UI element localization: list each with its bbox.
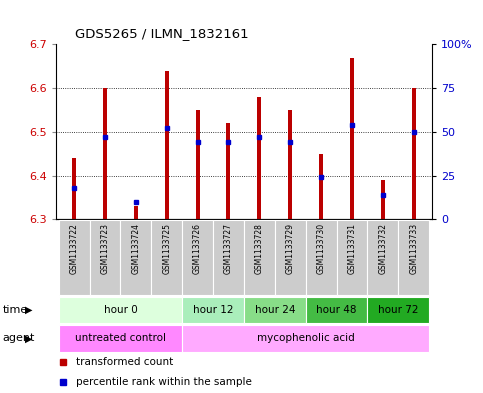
Bar bbox=[398, 220, 429, 295]
Text: GSM1133731: GSM1133731 bbox=[347, 223, 356, 274]
Text: hour 24: hour 24 bbox=[255, 305, 295, 315]
Bar bbox=[412, 88, 416, 219]
Bar bbox=[182, 325, 429, 352]
Bar bbox=[151, 220, 182, 295]
Bar bbox=[182, 297, 244, 323]
Bar bbox=[337, 220, 368, 295]
Bar bbox=[350, 57, 354, 219]
Bar bbox=[288, 110, 292, 219]
Text: GSM1133730: GSM1133730 bbox=[317, 223, 326, 274]
Text: GSM1133723: GSM1133723 bbox=[100, 223, 110, 274]
Bar bbox=[103, 88, 107, 219]
Bar bbox=[182, 220, 213, 295]
Bar bbox=[58, 297, 182, 323]
Text: GSM1133726: GSM1133726 bbox=[193, 223, 202, 274]
Text: GSM1133729: GSM1133729 bbox=[286, 223, 295, 274]
Bar bbox=[275, 220, 306, 295]
Bar bbox=[319, 154, 323, 219]
Text: percentile rank within the sample: percentile rank within the sample bbox=[76, 376, 252, 387]
Text: hour 12: hour 12 bbox=[193, 305, 233, 315]
Bar bbox=[165, 71, 169, 219]
Text: GSM1133728: GSM1133728 bbox=[255, 223, 264, 274]
Bar bbox=[89, 220, 120, 295]
Text: GSM1133722: GSM1133722 bbox=[70, 223, 79, 274]
Text: transformed count: transformed count bbox=[76, 357, 173, 367]
Bar bbox=[72, 158, 76, 219]
Bar bbox=[244, 297, 306, 323]
Bar bbox=[306, 297, 368, 323]
Text: hour 72: hour 72 bbox=[378, 305, 419, 315]
Text: GDS5265 / ILMN_1832161: GDS5265 / ILMN_1832161 bbox=[75, 28, 248, 40]
Bar bbox=[227, 123, 230, 219]
Bar bbox=[120, 220, 151, 295]
Text: GSM1133724: GSM1133724 bbox=[131, 223, 141, 274]
Bar bbox=[306, 220, 337, 295]
Text: ▶: ▶ bbox=[25, 305, 33, 315]
Text: GSM1133733: GSM1133733 bbox=[409, 223, 418, 274]
Bar bbox=[134, 206, 138, 219]
Text: hour 0: hour 0 bbox=[103, 305, 137, 315]
Text: GSM1133732: GSM1133732 bbox=[378, 223, 387, 274]
Bar bbox=[58, 325, 182, 352]
Text: GSM1133725: GSM1133725 bbox=[162, 223, 171, 274]
Bar bbox=[257, 97, 261, 219]
Bar bbox=[58, 220, 89, 295]
Bar bbox=[368, 220, 398, 295]
Text: time: time bbox=[2, 305, 28, 315]
Text: mycophenolic acid: mycophenolic acid bbox=[257, 333, 355, 343]
Text: GSM1133727: GSM1133727 bbox=[224, 223, 233, 274]
Text: ▶: ▶ bbox=[25, 333, 33, 343]
Text: hour 48: hour 48 bbox=[316, 305, 357, 315]
Bar bbox=[244, 220, 275, 295]
Bar bbox=[213, 220, 244, 295]
Text: agent: agent bbox=[2, 333, 35, 343]
Bar bbox=[196, 110, 199, 219]
Bar bbox=[381, 180, 385, 219]
Bar bbox=[368, 297, 429, 323]
Text: untreated control: untreated control bbox=[75, 333, 166, 343]
